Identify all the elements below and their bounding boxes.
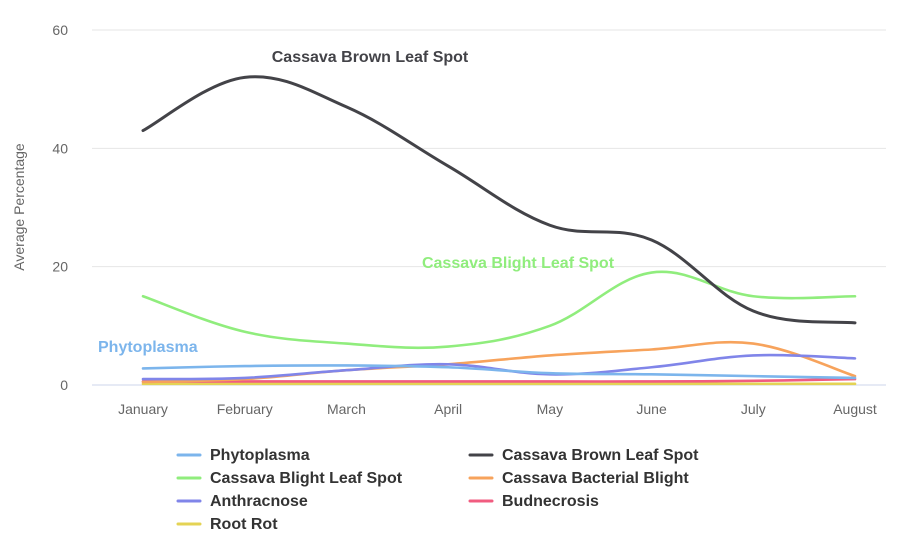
series-annotation: Cassava Blight Leaf Spot [422,255,615,272]
series-line-cassava-blight-leaf-spot [141,270,857,350]
x-tick-label: January [118,401,168,417]
legend-item-cassava-bacterial-blight[interactable]: Cassava Bacterial Blight [468,470,689,487]
x-tick-label: July [741,401,766,417]
y-tick-label: 20 [52,259,68,275]
y-axis-ticks: 0 20 40 60 [52,22,68,393]
legend-label: Cassava Bacterial Blight [502,470,689,487]
legend-label: Budnecrosis [502,493,599,510]
x-tick-label: August [833,401,877,417]
grid-lines [92,29,886,386]
x-tick-label: March [327,401,366,417]
series-line-budnecrosis [141,377,857,383]
series-line-phytoplasma [141,364,857,380]
series-line-cassava-brown-leaf-spot [141,75,857,325]
y-tick-label: 40 [52,140,68,156]
x-tick-label: April [434,401,462,417]
y-tick-label: 60 [52,22,68,38]
y-axis-title: Average Percentage [11,143,27,271]
legend-item-budnecrosis[interactable]: Budnecrosis [468,493,599,510]
series-annotations: Cassava Brown Leaf Spot Cassava Blight Le… [98,49,615,356]
legend-item-phytoplasma[interactable]: Phytoplasma [176,447,310,464]
series-annotation: Cassava Brown Leaf Spot [272,49,469,66]
legend-label: Root Rot [210,516,278,533]
x-tick-label: June [636,401,667,417]
legend-label: Cassava Blight Leaf Spot [210,470,403,487]
legend-label: Anthracnose [210,493,308,510]
series-lines [141,75,857,386]
x-tick-label: May [537,401,563,417]
legend-item-anthracnose[interactable]: Anthracnose [176,493,308,510]
legend-item-cassava-brown-leaf-spot[interactable]: Cassava Brown Leaf Spot [468,447,699,464]
legend: Phytoplasma Cassava Brown Leaf Spot Cassav… [176,447,699,533]
x-tick-label: February [217,401,273,417]
legend-item-root-rot[interactable]: Root Rot [176,516,278,533]
y-tick-label: 0 [60,377,68,393]
legend-label: Phytoplasma [210,447,310,464]
series-annotation: Phytoplasma [98,339,198,356]
legend-label: Cassava Brown Leaf Spot [502,447,699,464]
legend-item-cassava-blight-leaf-spot[interactable]: Cassava Blight Leaf Spot [176,470,403,487]
x-axis-ticks: January February March April May June July Augu… [118,401,877,417]
